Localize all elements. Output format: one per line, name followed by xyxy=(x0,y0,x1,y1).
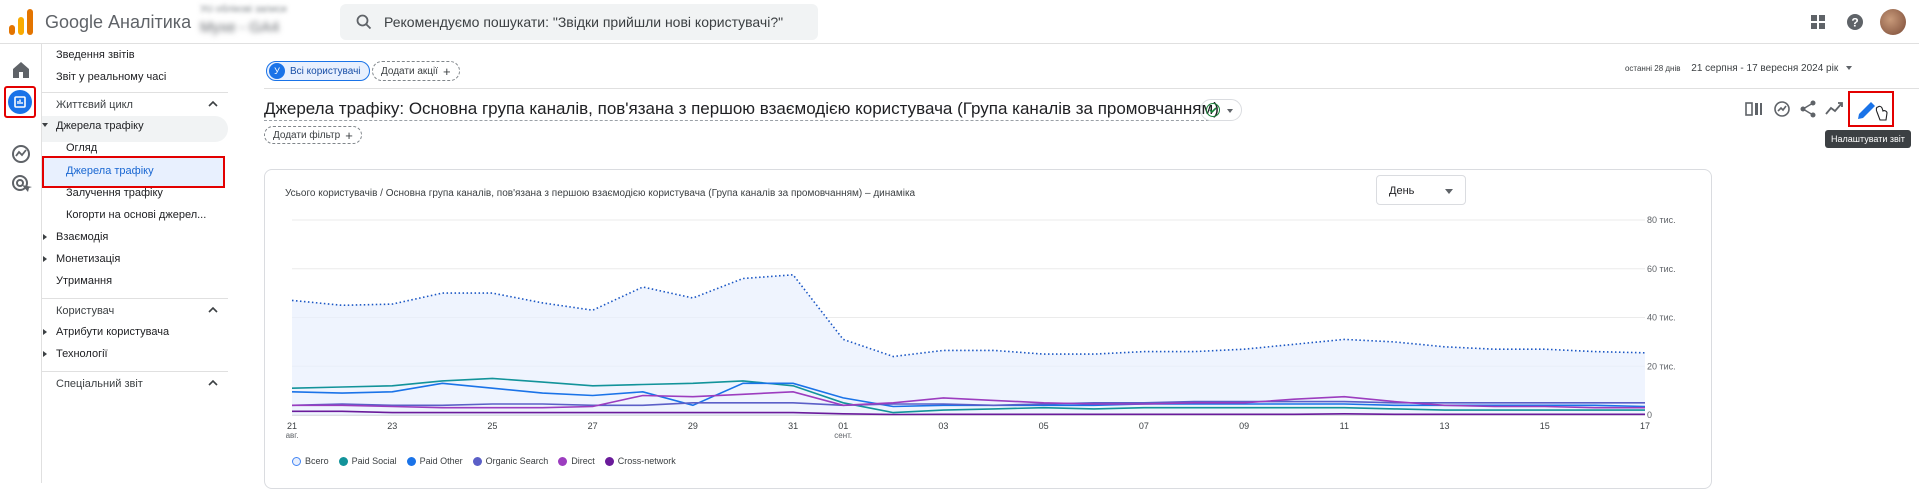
legend-item[interactable]: Direct xyxy=(558,454,595,468)
expand-down-icon xyxy=(42,123,48,127)
legend-swatch xyxy=(338,456,348,466)
chart-card: Усього користувачів / Основна група кана… xyxy=(264,169,1712,489)
expand-right-icon xyxy=(43,351,47,357)
nav-traffic-acquisition-selected[interactable] xyxy=(42,156,225,188)
nav-traffic-engagement[interactable]: Залучення трафіку xyxy=(66,187,163,199)
chevron-up-icon xyxy=(208,306,218,313)
compare-columns-icon[interactable] xyxy=(1744,99,1764,119)
date-preset: останні 28 днів xyxy=(1624,64,1681,73)
chart-title: Усього користувачів / Основна група кана… xyxy=(285,188,916,199)
advertising-icon[interactable] xyxy=(9,172,33,196)
legend-item[interactable]: Paid Other xyxy=(406,454,463,468)
caret-down-icon xyxy=(1445,189,1453,194)
nav-section-custom[interactable]: Спеціальний звіт xyxy=(42,371,228,395)
customize-report-button[interactable] xyxy=(1848,91,1894,127)
pencil-icon xyxy=(1858,102,1888,121)
expand-right-icon xyxy=(43,329,47,335)
legend-label: Direct xyxy=(571,456,595,466)
legend-swatch xyxy=(406,456,416,466)
caret-down-icon xyxy=(1846,66,1852,71)
left-rail xyxy=(0,44,42,483)
reports-icon xyxy=(8,90,32,114)
add-comparison-button[interactable]: Додати акції + xyxy=(372,61,460,81)
chevron-up-icon xyxy=(208,379,218,386)
caret-down-icon xyxy=(1227,109,1233,113)
legend-item[interactable]: Paid Social xyxy=(338,454,397,468)
check-circle-icon xyxy=(1206,103,1220,117)
nav-reports-snapshot[interactable]: Зведення звітів xyxy=(56,49,135,61)
expand-right-icon xyxy=(43,234,47,240)
legend-label: Paid Other xyxy=(419,456,463,466)
legend-swatch xyxy=(604,456,614,466)
legend-label: Cross-network xyxy=(617,456,676,466)
nav-traffic-acquisition[interactable]: Джерела трафіку xyxy=(66,165,154,177)
page-title[interactable]: Джерела трафіку: Основна група каналів, … xyxy=(264,99,1219,121)
nav-user-attributes[interactable]: Атрибути користувача xyxy=(56,326,170,338)
search-bar[interactable] xyxy=(340,4,818,40)
date-range-picker[interactable]: останні 28 днів 21 серпня - 17 вересня 2… xyxy=(1625,63,1852,74)
segment-letter: У xyxy=(269,63,285,79)
avatar[interactable] xyxy=(1880,9,1906,35)
nav-cohorts[interactable]: Когорти на основі джерел... xyxy=(66,209,207,221)
legend-label: Всего xyxy=(305,456,329,466)
section-label: Користувач xyxy=(56,305,115,317)
trend-icon[interactable] xyxy=(1824,99,1844,119)
svg-text:?: ? xyxy=(1851,16,1858,30)
search-icon xyxy=(356,14,372,30)
granularity-value: День xyxy=(1389,185,1415,197)
reports-button[interactable] xyxy=(4,86,36,118)
account-path: Усі облікові записи xyxy=(200,4,287,15)
divider xyxy=(264,88,1919,89)
legend-swatch xyxy=(558,456,568,466)
share-icon[interactable] xyxy=(1798,99,1818,119)
chevron-up-icon xyxy=(208,100,218,107)
account-selector[interactable]: Усі облікові записи Myxe - GA4 xyxy=(200,4,330,40)
granularity-select[interactable]: День xyxy=(1376,175,1466,205)
nav-monetization[interactable]: Монетизація xyxy=(56,253,121,265)
report-status-button[interactable] xyxy=(1200,99,1242,121)
legend-label: Organic Search xyxy=(485,456,549,466)
plus-icon: + xyxy=(443,63,451,79)
nav-acquisition-group[interactable] xyxy=(42,116,228,142)
plus-icon: + xyxy=(345,127,353,143)
search-input[interactable] xyxy=(384,12,804,32)
nav-realtime[interactable]: Звіт у реальному часі xyxy=(56,71,167,83)
legend-label: Paid Social xyxy=(351,456,397,466)
home-icon[interactable] xyxy=(9,58,33,82)
section-label: Життєвий цикл xyxy=(56,99,133,111)
section-label: Спеціальний звіт xyxy=(56,378,143,390)
nav-section-lifecycle[interactable]: Життєвий цикл xyxy=(42,92,228,116)
legend-swatch xyxy=(292,456,301,466)
nav-acquisition[interactable]: Джерела трафіку xyxy=(56,120,144,132)
top-bar: Google Аналітика Усі облікові записи Myx… xyxy=(0,0,1919,44)
date-value: 21 серпня - 17 вересня 2024 рік xyxy=(1691,63,1839,74)
main-content: У Всі користувачі Додати акції + останні… xyxy=(232,44,1919,489)
legend-item[interactable]: Cross-network xyxy=(604,454,676,468)
analytics-logo-icon[interactable] xyxy=(8,8,34,36)
help-icon[interactable]: ? xyxy=(1845,12,1865,32)
add-comparison-label: Додати акції xyxy=(381,65,439,77)
nav-section-user[interactable]: Користувач xyxy=(42,298,228,322)
add-filter-button[interactable]: Додати фільтр + xyxy=(264,126,362,144)
legend-swatch xyxy=(472,456,482,466)
explore-icon[interactable] xyxy=(9,142,33,166)
property-name: Myxe - GA4 xyxy=(200,19,280,36)
nav-retention[interactable]: Утримання xyxy=(56,275,113,287)
chart-legend: Всего Paid Social Paid Other Organic Search… xyxy=(292,454,676,468)
nav-engagement[interactable]: Взаємодія xyxy=(56,231,109,243)
legend-item[interactable]: Всего xyxy=(292,454,329,468)
legend-item[interactable]: Organic Search xyxy=(472,454,549,468)
app-title: Google Аналітика xyxy=(45,12,192,32)
add-filter-label: Додати фільтр xyxy=(273,129,341,141)
apps-grid-icon[interactable] xyxy=(1808,12,1828,32)
insights-icon[interactable] xyxy=(1772,99,1792,119)
segment-label: Всі користувачі xyxy=(290,65,361,77)
nav-tech[interactable]: Технології xyxy=(56,348,108,360)
segment-chip[interactable]: У Всі користувачі xyxy=(266,61,370,81)
nav-acquisition-overview[interactable]: Огляд xyxy=(66,142,98,154)
report-nav: Зведення звітів Звіт у реальному часі Жи… xyxy=(42,44,232,483)
tooltip: Налаштувати звіт xyxy=(1825,130,1911,148)
expand-right-icon xyxy=(43,256,47,262)
